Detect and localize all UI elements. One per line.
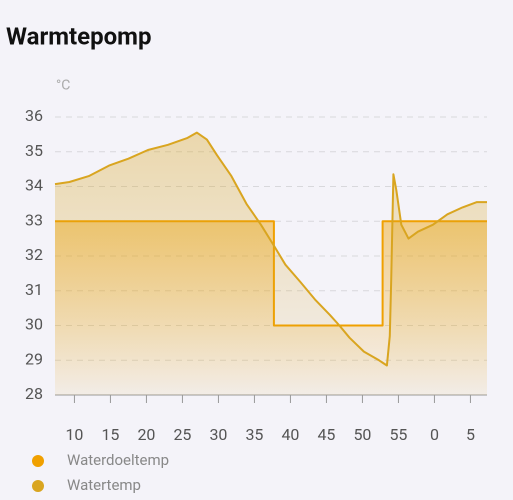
- x-tick-label: 5: [466, 425, 475, 444]
- x-tick-label: 45: [317, 425, 335, 444]
- x-tick-label: 50: [353, 425, 371, 444]
- y-tick-label: 36: [25, 106, 43, 125]
- legend-marker: [32, 455, 44, 467]
- y-tick-label: 32: [25, 245, 43, 264]
- x-tick-label: 35: [245, 425, 263, 444]
- x-tick-label: 25: [173, 425, 191, 444]
- y-tick-label: 33: [25, 210, 43, 229]
- chart-title: Warmtepomp: [6, 22, 151, 50]
- series-area: [55, 132, 487, 395]
- y-axis-unit: °C: [56, 78, 70, 94]
- x-tick-label: 20: [137, 425, 155, 444]
- legend-marker: [32, 480, 44, 492]
- y-tick-label: 28: [25, 384, 43, 403]
- y-tick-label: 29: [25, 349, 43, 368]
- legend-label: Waterdoeltemp: [67, 451, 169, 469]
- y-tick-label: 30: [25, 315, 43, 334]
- x-tick-label: 10: [65, 425, 83, 444]
- x-tick-label: 55: [389, 425, 407, 444]
- x-tick-label: 40: [281, 425, 299, 444]
- x-tick-label: 0: [430, 425, 439, 444]
- x-tick-label: 15: [101, 425, 119, 444]
- y-tick-label: 34: [25, 176, 43, 195]
- y-tick-label: 35: [25, 141, 43, 160]
- legend-label: Watertemp: [67, 476, 141, 494]
- x-tick-label: 30: [209, 425, 227, 444]
- y-tick-label: 31: [25, 280, 43, 299]
- series-line: [54, 131, 487, 367]
